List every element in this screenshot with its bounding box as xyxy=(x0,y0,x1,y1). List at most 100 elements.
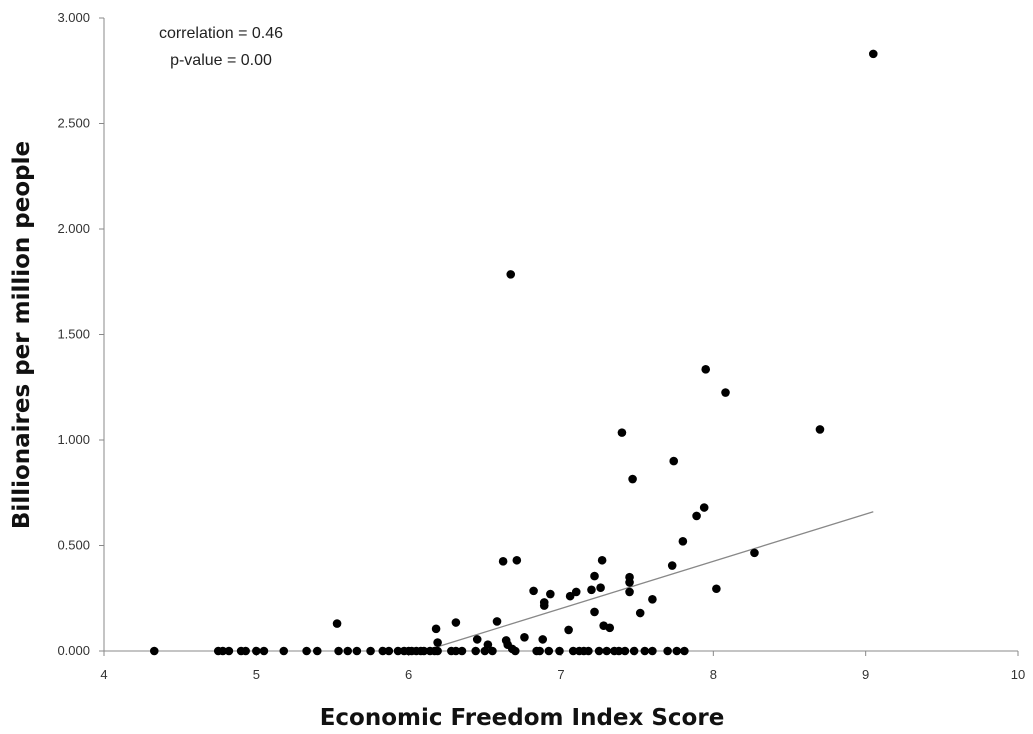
data-point xyxy=(680,646,689,656)
x-tick-label: 10 xyxy=(1011,667,1025,682)
data-point xyxy=(506,270,516,279)
data-point xyxy=(590,571,599,581)
data-point xyxy=(568,646,578,656)
data-point xyxy=(334,646,343,656)
data-point xyxy=(614,646,624,656)
data-point xyxy=(571,587,581,597)
data-point xyxy=(692,511,701,521)
data-point xyxy=(667,561,677,570)
data-point xyxy=(520,632,529,642)
data-point xyxy=(815,425,825,434)
y-tick-label: 0.500 xyxy=(57,538,90,553)
data-point xyxy=(492,617,502,626)
data-point xyxy=(218,646,228,656)
data-point xyxy=(224,646,234,656)
data-point xyxy=(483,640,493,649)
data-point xyxy=(648,595,657,604)
data-point xyxy=(457,646,467,656)
data-point xyxy=(451,646,461,656)
data-point xyxy=(565,591,575,601)
data-point xyxy=(471,646,480,656)
data-point xyxy=(332,619,342,628)
data-point xyxy=(590,607,599,617)
data-point xyxy=(625,578,634,587)
data-point xyxy=(584,646,593,656)
data-point xyxy=(555,646,564,656)
pvalue-annotation: p-value = 0.00 xyxy=(170,52,272,69)
data-point xyxy=(539,601,549,610)
data-point xyxy=(544,646,554,656)
y-tick-label: 2.500 xyxy=(57,116,90,131)
x-axis-title: Economic Freedom Index Score xyxy=(320,705,725,731)
data-point xyxy=(472,635,482,644)
data-point xyxy=(640,646,650,656)
data-point xyxy=(648,646,657,656)
data-point xyxy=(431,624,441,634)
data-point xyxy=(488,646,497,656)
data-point xyxy=(663,646,672,656)
data-point xyxy=(625,587,634,597)
data-point xyxy=(279,646,289,656)
data-point xyxy=(241,646,250,656)
data-point xyxy=(366,646,375,656)
data-point xyxy=(393,646,403,656)
data-point xyxy=(602,646,611,656)
y-tick-label: 1.000 xyxy=(57,432,90,447)
correlation-annotation: correlation = 0.46 xyxy=(159,25,283,42)
trendline-group xyxy=(423,511,874,652)
data-point xyxy=(343,646,353,656)
data-point xyxy=(628,474,637,484)
data-point xyxy=(252,646,261,656)
data-point xyxy=(384,646,394,656)
x-tick-label: 9 xyxy=(862,667,869,682)
data-point xyxy=(352,646,362,656)
data-point xyxy=(699,503,709,512)
data-point xyxy=(596,583,605,592)
data-point xyxy=(433,638,442,647)
data-point xyxy=(302,646,311,656)
axes: 0.000 0.500 1.000 1.500 2.000 2.500 3.000 4 5 6 7 8… xyxy=(57,10,1025,682)
data-point xyxy=(511,646,520,656)
y-axis-title: Billionaires per million people xyxy=(9,141,35,529)
data-point xyxy=(433,646,442,656)
data-point xyxy=(564,625,573,635)
data-point xyxy=(620,646,630,656)
data-point xyxy=(672,646,682,656)
points-group xyxy=(149,49,878,656)
data-point xyxy=(419,646,429,656)
data-point xyxy=(669,456,679,466)
data-point xyxy=(535,646,544,656)
data-point xyxy=(149,646,159,656)
trendline xyxy=(423,511,874,652)
data-point xyxy=(597,555,607,565)
data-point xyxy=(538,635,548,644)
data-point xyxy=(529,586,538,596)
y-tick-label: 3.000 xyxy=(57,10,90,25)
data-point xyxy=(678,536,688,546)
y-tick-label: 0.000 xyxy=(57,643,90,658)
data-point xyxy=(312,646,322,656)
data-point xyxy=(721,388,730,397)
data-point xyxy=(635,608,645,618)
data-point xyxy=(617,428,627,437)
x-tick-label: 8 xyxy=(710,667,717,682)
y-tick-label: 1.500 xyxy=(57,327,90,342)
x-tick-label: 6 xyxy=(405,667,412,682)
data-point xyxy=(378,646,388,656)
data-point xyxy=(451,618,461,627)
data-point xyxy=(498,557,508,566)
data-point xyxy=(712,584,721,594)
data-point xyxy=(750,548,759,558)
data-point xyxy=(512,555,522,565)
y-tick-label: 2.000 xyxy=(57,221,90,236)
data-point xyxy=(594,646,604,656)
x-tick-label: 4 xyxy=(100,667,107,682)
x-tick-label: 7 xyxy=(557,667,564,682)
data-point xyxy=(605,623,615,633)
data-point xyxy=(587,585,596,595)
data-point xyxy=(546,589,555,599)
data-point xyxy=(629,646,639,656)
data-point xyxy=(701,365,711,374)
x-tick-label: 5 xyxy=(253,667,260,682)
